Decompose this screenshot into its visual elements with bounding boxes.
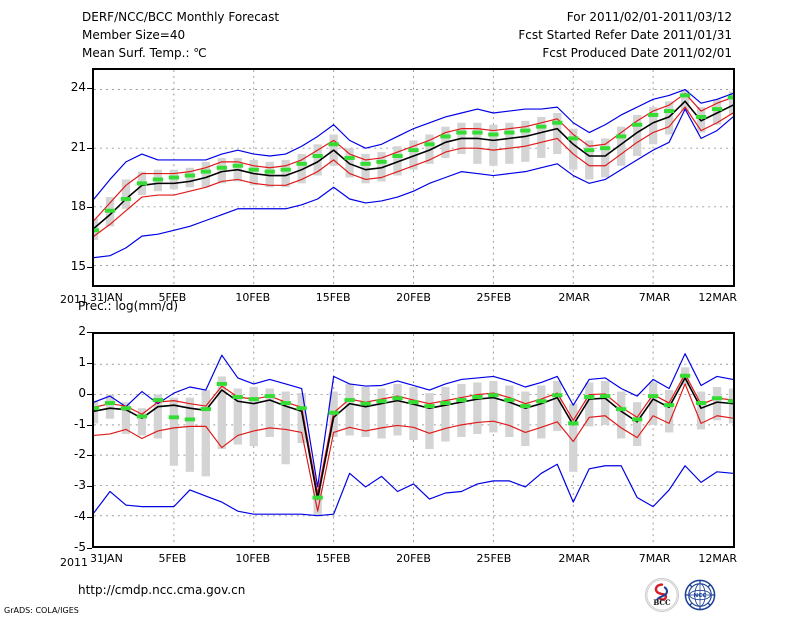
temperature-plot xyxy=(94,70,733,285)
forecast-produced-label: Fcst Produced Date 2011/02/01 xyxy=(542,46,732,60)
year-label-top: 2011 xyxy=(60,293,88,306)
y-tick-mark xyxy=(87,424,92,426)
x-tick-label: 10FEB xyxy=(235,552,271,565)
x-tick-label: 15FEB xyxy=(315,552,351,565)
y-tick-mark xyxy=(87,548,92,549)
y-tick-mark xyxy=(87,393,92,395)
y-tick-mark xyxy=(87,362,92,364)
precipitation-chart-panel xyxy=(92,332,735,548)
bcc-logo-icon: BCC xyxy=(645,578,679,612)
svg-text:BCC: BCC xyxy=(653,598,671,607)
x-tick-label: 10FEB xyxy=(235,291,271,304)
y-tick-mark xyxy=(87,517,92,519)
x-tick-label: 25FEB xyxy=(476,552,512,565)
member-size-label: Member Size=40 xyxy=(82,28,186,42)
x-tick-label: 5FEB xyxy=(158,291,187,304)
y-tick-label: 2 xyxy=(78,324,86,338)
grads-credit: GrADS: COLA/IGES xyxy=(4,606,79,615)
x-tick-label: 7MAR xyxy=(638,291,671,304)
x-tick-label: 15FEB xyxy=(315,291,351,304)
y-tick-label: 24 xyxy=(70,79,86,94)
x-tick-label: 12MAR xyxy=(698,291,737,304)
y-tick-mark xyxy=(87,147,92,149)
precipitation-plot xyxy=(94,334,733,546)
y-tick-label: 0 xyxy=(78,385,86,400)
chart-title: DERF/NCC/BCC Monthly Forecast xyxy=(82,10,280,24)
y-tick-mark xyxy=(87,87,92,89)
temperature-chart-panel xyxy=(92,68,735,287)
x-tick-label: 31JAN xyxy=(90,291,123,304)
y-tick-mark xyxy=(87,332,92,333)
y-tick-mark xyxy=(87,455,92,457)
x-tick-label: 7MAR xyxy=(638,552,671,565)
y-tick-mark xyxy=(87,486,92,488)
y-tick-mark xyxy=(87,267,92,269)
y-tick-label: -3 xyxy=(74,478,86,493)
year-label-bottom: 2011 xyxy=(60,556,88,569)
x-tick-label: 2MAR xyxy=(558,291,591,304)
y-tick-label: -4 xyxy=(74,509,86,524)
y-tick-label: -1 xyxy=(74,416,86,431)
y-tick-mark xyxy=(87,207,92,209)
x-tick-label: 20FEB xyxy=(396,552,431,565)
forecast-period-label: For 2011/02/01-2011/03/12 xyxy=(566,10,732,24)
precipitation-axis-label: Prec.: log(mm/d) xyxy=(78,299,179,313)
x-tick-label: 20FEB xyxy=(396,291,431,304)
y-tick-label: 18 xyxy=(70,199,86,214)
y-tick-label: -5 xyxy=(74,540,86,554)
x-tick-label: 2MAR xyxy=(558,552,591,565)
y-tick-label: 21 xyxy=(70,139,86,154)
x-tick-label: 12MAR xyxy=(698,552,737,565)
temperature-unit-label: Mean Surf. Temp.: ℃ xyxy=(82,46,207,60)
x-tick-label: 25FEB xyxy=(476,291,512,304)
y-tick-label: -2 xyxy=(74,447,86,462)
ncc-logo-icon: NCC xyxy=(683,578,717,612)
y-tick-label: 15 xyxy=(70,259,86,274)
x-tick-label: 31JAN xyxy=(90,552,123,565)
y-tick-label: 1 xyxy=(78,354,86,369)
x-tick-label: 5FEB xyxy=(158,552,187,565)
forecast-start-label: Fcst Started Refer Date 2011/01/31 xyxy=(518,28,732,42)
cmdp-url-link[interactable]: http://cmdp.ncc.cma.gov.cn xyxy=(78,583,246,597)
svg-text:NCC: NCC xyxy=(694,593,707,599)
